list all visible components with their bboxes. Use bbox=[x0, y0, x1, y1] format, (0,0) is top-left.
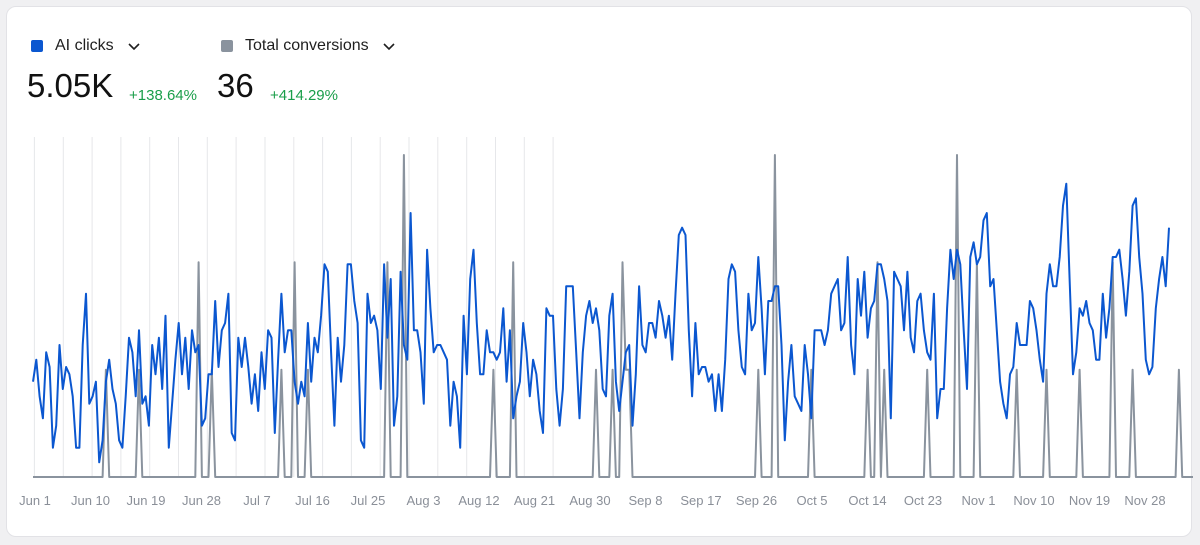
x-tick-label: Oct 14 bbox=[848, 493, 886, 508]
legend-total-conversions-dropdown[interactable]: Total conversions bbox=[221, 37, 397, 55]
x-tick-label: Sep 8 bbox=[629, 493, 663, 508]
ai-clicks-swatch bbox=[31, 40, 43, 52]
chevron-down-icon bbox=[383, 43, 395, 51]
ai-clicks-series-line bbox=[32, 182, 1170, 464]
x-axis: Jun 1 Jun 10 Jun 19 Jun 28 Jul 7 Jul 16 Jul 25… bbox=[19, 493, 1166, 508]
x-tick-label: Jun 1 bbox=[19, 493, 51, 508]
conversions-total: 36 bbox=[217, 67, 254, 104]
x-tick-label: Aug 30 bbox=[569, 493, 610, 508]
x-tick-label: Jul 25 bbox=[351, 493, 386, 508]
conversions-change: +414.29% bbox=[270, 87, 338, 104]
x-tick-label: Aug 3 bbox=[407, 493, 441, 508]
legend-total-conversions-label: Total conversions bbox=[245, 37, 369, 54]
x-tick-label: Aug 21 bbox=[514, 493, 555, 508]
x-tick-label: Sep 17 bbox=[680, 493, 721, 508]
x-tick-label: Oct 23 bbox=[904, 493, 942, 508]
chevron-down-icon bbox=[128, 43, 140, 51]
total-conversions-series-line bbox=[33, 154, 1193, 478]
x-tick-label: Nov 19 bbox=[1069, 493, 1110, 508]
x-tick-label: Aug 12 bbox=[458, 493, 499, 508]
x-tick-label: Oct 5 bbox=[796, 493, 827, 508]
ai-clicks-total: 5.05K bbox=[27, 67, 114, 104]
chart-card: AI clicks Total conversions 5.05K +138.6… bbox=[6, 6, 1193, 537]
total-conversions-swatch bbox=[221, 40, 233, 52]
x-tick-label: Jun 28 bbox=[182, 493, 221, 508]
x-tick-label: Jul 16 bbox=[295, 493, 330, 508]
x-tick-label: Nov 1 bbox=[962, 493, 996, 508]
x-tick-label: Nov 28 bbox=[1124, 493, 1165, 508]
line-chart: Jun 1 Jun 10 Jun 19 Jun 28 Jul 7 Jul 16 Jul 25… bbox=[19, 137, 1193, 508]
x-tick-label: Nov 10 bbox=[1013, 493, 1054, 508]
legend-ai-clicks-dropdown[interactable]: AI clicks bbox=[31, 37, 142, 55]
ai-clicks-change: +138.64% bbox=[129, 87, 197, 104]
x-tick-label: Jun 10 bbox=[71, 493, 110, 508]
x-tick-label: Sep 26 bbox=[736, 493, 777, 508]
x-tick-label: Jul 7 bbox=[243, 493, 270, 508]
legend-ai-clicks-label: AI clicks bbox=[55, 37, 114, 54]
x-tick-label: Jun 19 bbox=[126, 493, 165, 508]
series-lines bbox=[32, 154, 1193, 478]
